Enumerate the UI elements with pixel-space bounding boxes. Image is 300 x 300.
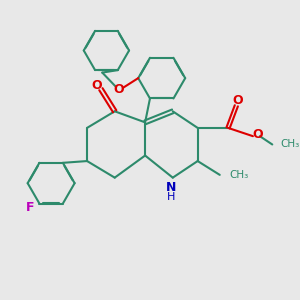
Text: CH₃: CH₃ — [230, 170, 249, 180]
Text: O: O — [253, 128, 263, 141]
Text: O: O — [114, 83, 124, 96]
Text: O: O — [232, 94, 243, 107]
Text: N: N — [166, 181, 177, 194]
Text: F: F — [26, 201, 34, 214]
Text: O: O — [92, 79, 102, 92]
Text: H: H — [167, 192, 176, 202]
Text: CH₃: CH₃ — [280, 140, 300, 149]
